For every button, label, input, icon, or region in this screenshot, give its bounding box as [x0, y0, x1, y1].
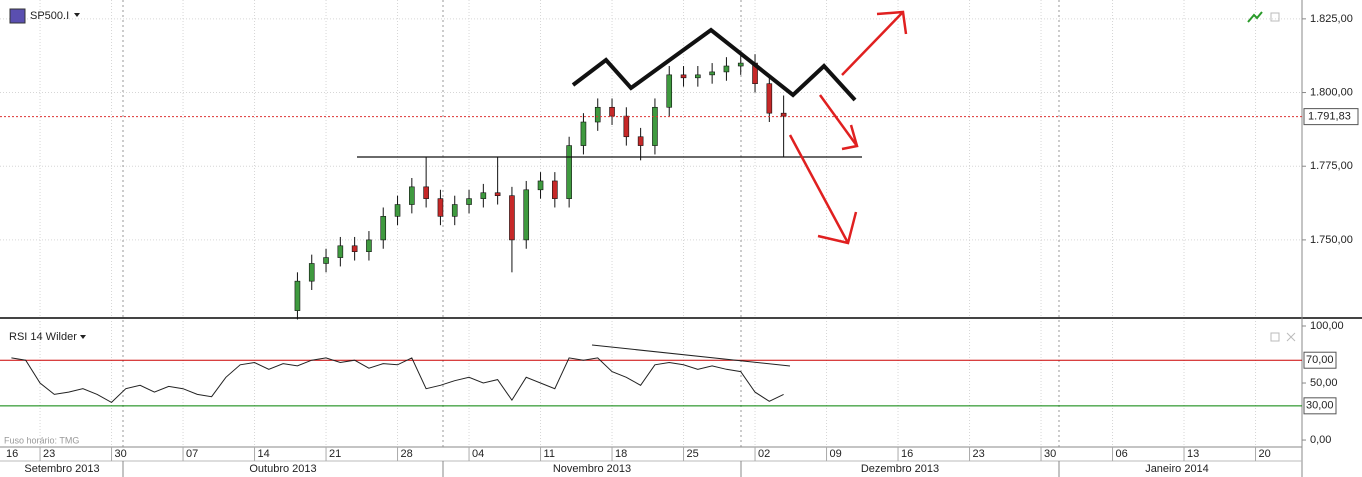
x-tick-label: 13 [1187, 448, 1199, 460]
candle-body [695, 74, 701, 79]
x-tick-label: 18 [615, 448, 627, 460]
candle-body [494, 192, 501, 196]
x-tick-label: 28 [401, 448, 413, 460]
candle-body [523, 189, 530, 241]
candle-body [609, 106, 615, 117]
last-price-box [1303, 108, 1359, 126]
x-tick-label: 11 [544, 448, 555, 460]
candle-body [308, 263, 315, 282]
x-tick-label: 16 [901, 448, 913, 460]
y-tick-label: 1.825,00 [1310, 13, 1353, 25]
month-label: Outubro 2013 [249, 463, 316, 475]
candle-body [451, 204, 458, 217]
candle-body [566, 145, 572, 199]
candle-body [466, 198, 472, 205]
arrow-head [817, 211, 858, 245]
candle-body [780, 112, 787, 117]
x-tick-label: 06 [1116, 448, 1128, 460]
month-label: Dezembro 2013 [861, 463, 939, 475]
y-tick-label: 50,00 [1310, 377, 1338, 389]
x-tick-label: 07 [186, 448, 198, 460]
candle-body [680, 74, 687, 79]
x-tick-label: 14 [258, 448, 270, 460]
candle-body [766, 83, 773, 114]
x-tick-label: 25 [687, 448, 699, 460]
symbol-title[interactable]: SP500.I [30, 10, 69, 22]
arrow [818, 94, 859, 147]
indicator-title[interactable]: RSI 14 Wilder [9, 331, 77, 343]
candle-body [537, 180, 544, 191]
x-tick-label: 02 [758, 448, 770, 460]
candle-body [623, 115, 630, 138]
arrows [788, 10, 908, 245]
candle-body [480, 192, 487, 199]
arrow-head [841, 124, 859, 151]
candle-body [323, 257, 329, 264]
symbol-icon [9, 8, 26, 24]
y-tick-label: 1.800,00 [1310, 86, 1353, 98]
x-tick-label: 16 [6, 448, 18, 460]
month-label: Janeiro 2014 [1145, 463, 1209, 475]
timezone-note: Fuso horário: TMG [4, 435, 79, 445]
candle-body [637, 136, 644, 146]
x-tick-label: 09 [830, 448, 842, 460]
month-label: Setembro 2013 [24, 463, 99, 475]
trend-icon[interactable] [1247, 11, 1263, 23]
candle-body [594, 106, 601, 123]
dropdown-arrow[interactable] [80, 335, 86, 339]
level-box [1303, 397, 1337, 415]
last-price-label: 1.791,83 [1308, 111, 1351, 123]
arrow-head [876, 10, 908, 35]
candle-body [337, 245, 344, 258]
month-label: Novembro 2013 [553, 463, 631, 475]
candle-body [666, 74, 673, 108]
candle-body [723, 65, 730, 73]
level-box [1303, 351, 1337, 369]
dropdown-arrow[interactable] [74, 13, 80, 17]
candle-body [294, 280, 301, 311]
x-tick-label: 23 [973, 448, 985, 460]
candle-body [737, 62, 744, 67]
divergence-line [591, 344, 791, 367]
window-icon[interactable] [1270, 332, 1280, 342]
candle-body [380, 216, 387, 241]
y-tick-label: 1.750,00 [1310, 234, 1353, 246]
candle-body [437, 198, 444, 217]
candle-body [580, 121, 587, 146]
x-tick-label: 30 [115, 448, 127, 460]
x-tick-label: 04 [472, 448, 484, 460]
grid-layer [0, 0, 1302, 447]
window-icon[interactable] [1270, 12, 1280, 22]
candle-body [366, 239, 372, 252]
close-icon[interactable] [1286, 332, 1296, 342]
candle-body [394, 204, 401, 217]
y-tick-label: 0,00 [1310, 434, 1331, 446]
pattern-zigzag [571, 27, 857, 102]
x-tick-label: 21 [329, 448, 341, 460]
x-tick-label: 30 [1044, 448, 1056, 460]
arrow [841, 11, 904, 76]
candle-body [409, 186, 415, 205]
candle-body [351, 245, 358, 252]
level-label: 30,00 [1306, 400, 1334, 412]
plot-layer [0, 54, 1302, 407]
candle-body [709, 71, 715, 76]
x-tick-label: 20 [1259, 448, 1271, 460]
candle-body [423, 186, 429, 199]
candle-body [552, 180, 558, 199]
arrow [788, 134, 850, 244]
rsi-line [11, 357, 784, 404]
x-tick-label: 23 [43, 448, 55, 460]
candle-body [509, 195, 515, 241]
y-tick-label: 1.775,00 [1310, 160, 1353, 172]
level-label: 70,00 [1306, 354, 1334, 366]
y-tick-label: 100,00 [1310, 320, 1344, 332]
candle-body [652, 106, 658, 146]
